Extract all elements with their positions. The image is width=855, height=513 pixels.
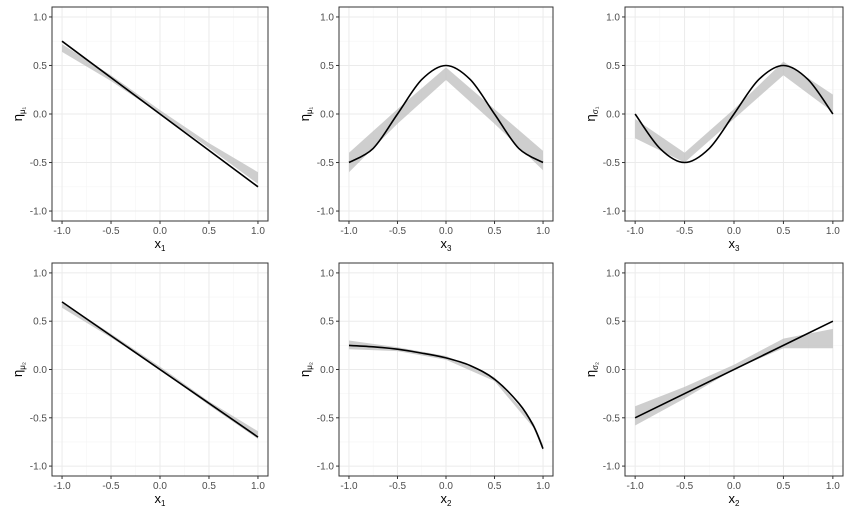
y-axis-label: ημ₂ [297, 362, 314, 377]
x-tick-label: 0.5 [202, 226, 216, 237]
true-function-line [61, 301, 259, 438]
x-axis-label: x1 [155, 236, 167, 253]
y-tick-label: -0.5 [30, 158, 48, 169]
true-function-line [634, 320, 834, 419]
x-axis-label: x2 [729, 491, 741, 508]
estimate-band [635, 61, 833, 163]
true-function-line [61, 40, 259, 188]
y-tick-label: 1.0 [606, 268, 620, 279]
y-tick-label: -1.0 [30, 207, 48, 218]
y-tick-label: 0.5 [606, 317, 620, 328]
x-axis-label: x1 [155, 491, 167, 508]
x-tick-label: -0.5 [102, 481, 120, 492]
x-tick-label: -1.0 [53, 226, 71, 237]
y-tick-label: 0.0 [606, 110, 620, 121]
panel-6: -1.0 -0.5 0.0 0.5 1.0 -1.0 -0.5 0.0 0.5 1.0 x2 ησ₂ [583, 262, 844, 508]
y-axis-label: ημ₁ [10, 106, 27, 121]
y-tick-label: 0.0 [320, 110, 334, 121]
x-tick-label: -0.5 [676, 226, 694, 237]
y-tick-label: 1.0 [33, 268, 47, 279]
y-tick-label: 0.5 [33, 61, 47, 72]
x-tick-label: 0.5 [776, 226, 790, 237]
x-tick-label: 0.0 [153, 226, 167, 237]
y-tick-label: -1.0 [30, 462, 48, 473]
y-tick-label: 1.0 [320, 12, 334, 23]
x-tick-label: -0.5 [676, 481, 694, 492]
x-tick-label: 1.0 [251, 226, 265, 237]
true-function-line [348, 64, 544, 164]
y-tick-label: -0.5 [603, 413, 621, 424]
y-axis-label: ημ₂ [10, 362, 27, 377]
y-axis-label: ησ₂ [583, 362, 600, 377]
x-tick-label: 1.0 [826, 481, 840, 492]
x-tick-label: -1.0 [627, 226, 645, 237]
x-tick-label: -1.0 [53, 481, 71, 492]
y-tick-label: 0.5 [320, 317, 334, 328]
y-tick-label: -0.5 [603, 158, 621, 169]
x-tick-label: 0.5 [488, 226, 502, 237]
x-tick-label: 1.0 [536, 481, 550, 492]
panel-3: -1.0 -0.5 0.0 0.5 1.0 -1.0 -0.5 0.0 0.5 1.0 x3 ησ₁ [583, 6, 844, 253]
estimate-band [349, 67, 543, 173]
y-tick-label: -1.0 [603, 207, 621, 218]
x-tick-label: 1.0 [536, 226, 550, 237]
y-tick-label: 0.0 [606, 365, 620, 376]
y-axis-label: ησ₁ [583, 106, 600, 121]
x-tick-label: -0.5 [389, 226, 407, 237]
y-tick-label: 0.5 [33, 317, 47, 328]
x-tick-label: -1.0 [340, 481, 358, 492]
panel-5: -1.0 -0.5 0.0 0.5 1.0 -1.0 -0.5 0.0 0.5 1.0 x2 ημ₂ [297, 262, 554, 508]
x-tick-label: 0.0 [727, 481, 741, 492]
y-tick-label: 0.5 [320, 61, 334, 72]
panel-4: -1.0 -0.5 0.0 0.5 1.0 -1.0 -0.5 0.0 0.5 1.0 x1 ημ₂ [10, 262, 269, 508]
x-axis-label: x3 [441, 236, 453, 253]
x-tick-label: 0.0 [153, 481, 167, 492]
x-tick-label: 0.0 [439, 226, 453, 237]
y-tick-label: 1.0 [33, 12, 47, 23]
y-axis-label: ημ₁ [297, 106, 314, 121]
panel-1: -1.0 -0.5 0.0 0.5 1.0 -1.0 -0.5 0.0 0.5 1.0 x1 ημ₁ [10, 6, 269, 253]
y-tick-label: -1.0 [317, 462, 335, 473]
y-tick-label: 0.0 [33, 365, 47, 376]
x-tick-label: 0.0 [727, 226, 741, 237]
x-tick-label: -1.0 [627, 481, 645, 492]
panel-2: -1.0 -0.5 0.0 0.5 1.0 -1.0 -0.5 0.0 0.5 1.0 x3 ημ₁ [297, 6, 554, 253]
x-axis-label: x3 [729, 236, 741, 253]
y-tick-label: -1.0 [603, 462, 621, 473]
x-tick-label: 0.5 [202, 481, 216, 492]
x-tick-label: 0.5 [488, 481, 502, 492]
y-tick-label: -0.5 [317, 158, 335, 169]
x-tick-label: 0.5 [776, 481, 790, 492]
y-tick-label: 0.5 [606, 61, 620, 72]
x-tick-label: 0.0 [439, 481, 453, 492]
x-tick-label: -0.5 [102, 226, 120, 237]
y-tick-label: 1.0 [606, 12, 620, 23]
y-tick-label: -1.0 [317, 207, 335, 218]
x-tick-label: 1.0 [826, 226, 840, 237]
x-tick-label: -0.5 [389, 481, 407, 492]
x-tick-label: -1.0 [340, 226, 358, 237]
x-axis-label: x2 [441, 491, 453, 508]
true-function-line [348, 344, 544, 450]
y-tick-label: 1.0 [320, 268, 334, 279]
y-tick-label: 0.0 [320, 365, 334, 376]
y-tick-label: -0.5 [30, 413, 48, 424]
y-tick-label: -0.5 [317, 413, 335, 424]
true-function-line [634, 64, 834, 164]
y-tick-label: 0.0 [33, 110, 47, 121]
estimate-band [635, 328, 833, 426]
x-tick-label: 1.0 [251, 481, 265, 492]
